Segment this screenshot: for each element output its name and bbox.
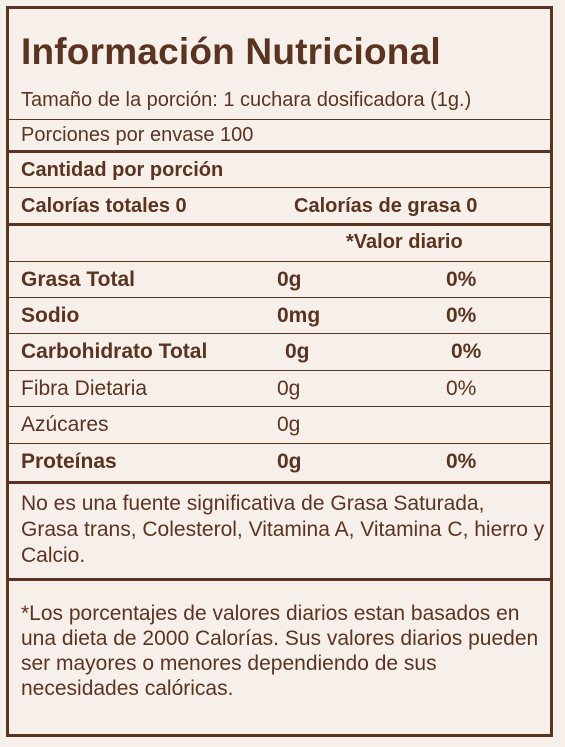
thick-divider [9, 223, 550, 226]
nutrient-amount: 0g [277, 413, 301, 436]
nutrient-name: Proteínas [21, 450, 117, 473]
thick-divider [9, 578, 550, 581]
not-significant-note: No es una fuente significativa de Grasa … [21, 492, 545, 567]
calories-total: Calorías totales 0 [21, 195, 187, 217]
divider [9, 297, 550, 298]
amount-per-serving: Cantidad por porción [21, 159, 224, 181]
divider [9, 119, 550, 120]
nutrient-amount: 0g [277, 268, 302, 291]
divider [9, 406, 550, 407]
nutrient-percent: 0% [446, 377, 477, 400]
label-title: Información Nutricional [21, 31, 441, 72]
servings-per-container: Porciones por envase 100 [21, 124, 254, 146]
nutrient-amount: 0g [277, 450, 302, 473]
daily-value-header: *Valor diario [346, 231, 463, 253]
nutrient-percent: 0% [446, 268, 477, 291]
thick-divider [9, 150, 550, 153]
divider [9, 187, 550, 188]
nutrient-name: Azúcares [21, 413, 109, 436]
divider [9, 370, 550, 371]
calories-from-fat: Calorías de grasa 0 [294, 195, 478, 217]
nutrient-name: Sodio [21, 304, 80, 327]
nutrient-name: Fibra Dietaria [21, 377, 148, 400]
thick-divider [9, 481, 550, 484]
nutrient-percent: 0% [451, 340, 482, 363]
nutrient-name: Grasa Total [21, 268, 135, 291]
nutrient-percent: 0% [446, 450, 477, 473]
divider [9, 333, 550, 334]
serving-size: Tamaño de la porción: 1 cuchara dosifica… [21, 89, 472, 111]
nutrient-amount: 0mg [277, 304, 321, 327]
nutrition-facts-label: Información Nutricional Tamaño de la por… [6, 6, 553, 737]
daily-value-footnote: *Los porcentajes de valores diarios esta… [21, 602, 539, 700]
nutrient-amount: 0g [285, 340, 310, 363]
nutrient-percent: 0% [446, 304, 477, 327]
divider [9, 443, 550, 444]
divider [9, 261, 550, 262]
nutrient-amount: 0g [277, 377, 301, 400]
nutrient-name: Carbohidrato Total [21, 340, 208, 363]
